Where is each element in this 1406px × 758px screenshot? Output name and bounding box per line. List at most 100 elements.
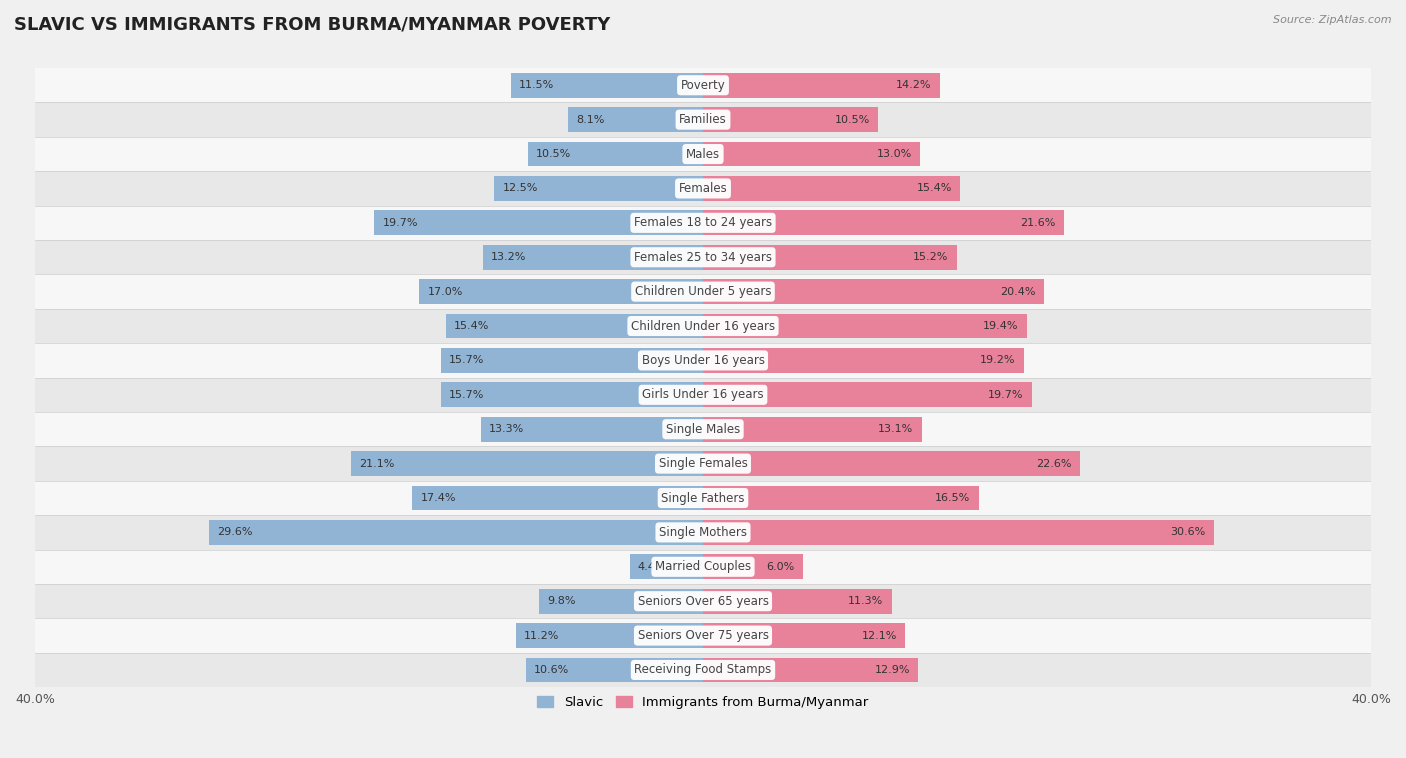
Text: 22.6%: 22.6% — [1036, 459, 1073, 468]
Bar — [568, 108, 703, 132]
Text: Families: Families — [679, 113, 727, 126]
Bar — [35, 171, 1371, 205]
Text: Females 18 to 24 years: Females 18 to 24 years — [634, 216, 772, 230]
Bar — [510, 73, 703, 98]
Bar — [441, 383, 703, 407]
Bar — [703, 451, 1080, 476]
Text: 6.0%: 6.0% — [766, 562, 794, 572]
Bar — [350, 451, 703, 476]
Bar — [35, 309, 1371, 343]
Bar — [703, 589, 891, 613]
Bar — [703, 142, 920, 167]
Bar — [35, 550, 1371, 584]
Bar — [35, 412, 1371, 446]
Text: 9.8%: 9.8% — [548, 597, 576, 606]
Text: 10.5%: 10.5% — [835, 114, 870, 124]
Text: Single Fathers: Single Fathers — [661, 491, 745, 505]
Text: 13.3%: 13.3% — [489, 424, 524, 434]
Text: 12.9%: 12.9% — [875, 665, 910, 675]
Text: 29.6%: 29.6% — [217, 528, 253, 537]
Text: 15.2%: 15.2% — [912, 252, 949, 262]
Bar — [35, 205, 1371, 240]
Bar — [703, 554, 803, 579]
Text: 30.6%: 30.6% — [1170, 528, 1206, 537]
Text: Seniors Over 75 years: Seniors Over 75 years — [637, 629, 769, 642]
Bar — [703, 486, 979, 510]
Bar — [35, 653, 1371, 688]
Bar — [703, 658, 918, 682]
Text: 15.7%: 15.7% — [449, 356, 485, 365]
Text: 21.6%: 21.6% — [1019, 218, 1056, 228]
Text: Receiving Food Stamps: Receiving Food Stamps — [634, 663, 772, 676]
Text: 10.6%: 10.6% — [534, 665, 569, 675]
Bar — [481, 417, 703, 442]
Bar — [703, 279, 1043, 304]
Bar — [630, 554, 703, 579]
Text: 13.1%: 13.1% — [879, 424, 914, 434]
Bar — [35, 446, 1371, 481]
Bar — [703, 73, 941, 98]
Bar — [412, 486, 703, 510]
Bar — [527, 142, 703, 167]
Text: 11.5%: 11.5% — [519, 80, 554, 90]
Text: 14.2%: 14.2% — [896, 80, 932, 90]
Text: Seniors Over 65 years: Seniors Over 65 years — [637, 595, 769, 608]
Bar — [35, 240, 1371, 274]
Text: 13.2%: 13.2% — [491, 252, 526, 262]
Text: 17.4%: 17.4% — [420, 493, 456, 503]
Text: 21.1%: 21.1% — [359, 459, 394, 468]
Text: Single Females: Single Females — [658, 457, 748, 470]
Text: 10.5%: 10.5% — [536, 149, 571, 159]
Bar — [703, 417, 922, 442]
Text: Males: Males — [686, 148, 720, 161]
Text: 17.0%: 17.0% — [427, 287, 463, 296]
Text: 11.3%: 11.3% — [848, 597, 883, 606]
Text: SLAVIC VS IMMIGRANTS FROM BURMA/MYANMAR POVERTY: SLAVIC VS IMMIGRANTS FROM BURMA/MYANMAR … — [14, 15, 610, 33]
Bar — [35, 619, 1371, 653]
Bar — [703, 176, 960, 201]
Text: 8.1%: 8.1% — [576, 114, 605, 124]
Bar — [495, 176, 703, 201]
Text: Children Under 16 years: Children Under 16 years — [631, 320, 775, 333]
Text: 19.4%: 19.4% — [983, 321, 1019, 331]
Text: Females 25 to 34 years: Females 25 to 34 years — [634, 251, 772, 264]
Text: 15.4%: 15.4% — [917, 183, 952, 193]
Text: 13.0%: 13.0% — [876, 149, 911, 159]
Text: Married Couples: Married Couples — [655, 560, 751, 573]
Bar — [703, 623, 905, 648]
Text: Girls Under 16 years: Girls Under 16 years — [643, 388, 763, 401]
Text: 19.2%: 19.2% — [980, 356, 1015, 365]
Bar — [419, 279, 703, 304]
Bar — [703, 108, 879, 132]
Text: 19.7%: 19.7% — [988, 390, 1024, 399]
Text: Children Under 5 years: Children Under 5 years — [634, 285, 772, 298]
Text: Single Males: Single Males — [666, 423, 740, 436]
Text: Poverty: Poverty — [681, 79, 725, 92]
Bar — [446, 314, 703, 338]
Text: Boys Under 16 years: Boys Under 16 years — [641, 354, 765, 367]
Text: 4.4%: 4.4% — [638, 562, 666, 572]
Legend: Slavic, Immigrants from Burma/Myanmar: Slavic, Immigrants from Burma/Myanmar — [531, 691, 875, 715]
Text: 12.1%: 12.1% — [862, 631, 897, 641]
Bar — [35, 515, 1371, 550]
Text: Source: ZipAtlas.com: Source: ZipAtlas.com — [1274, 15, 1392, 25]
Bar — [374, 211, 703, 235]
Bar — [35, 102, 1371, 137]
Bar — [35, 584, 1371, 619]
Bar — [703, 211, 1064, 235]
Bar — [35, 68, 1371, 102]
Bar — [703, 245, 957, 270]
Text: 11.2%: 11.2% — [524, 631, 560, 641]
Text: 15.4%: 15.4% — [454, 321, 489, 331]
Bar — [526, 658, 703, 682]
Bar — [208, 520, 703, 545]
Text: 15.7%: 15.7% — [449, 390, 485, 399]
Text: Single Mothers: Single Mothers — [659, 526, 747, 539]
Bar — [703, 314, 1026, 338]
Text: 16.5%: 16.5% — [935, 493, 970, 503]
Bar — [540, 589, 703, 613]
Bar — [35, 481, 1371, 515]
Bar — [703, 348, 1024, 373]
Bar — [703, 383, 1032, 407]
Bar — [441, 348, 703, 373]
